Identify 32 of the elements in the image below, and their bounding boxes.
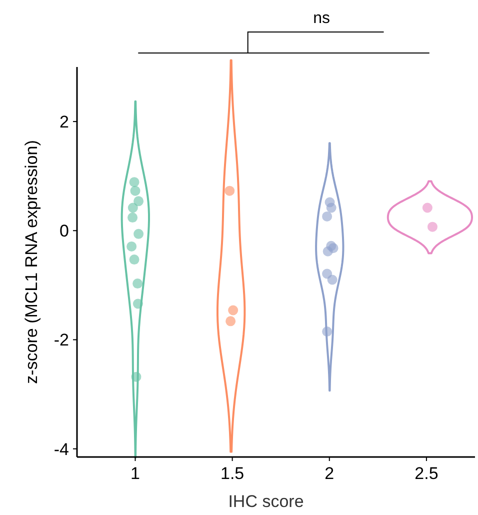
- y-axis-title: z-score (MCL1 RNA expression): [22, 140, 41, 384]
- point: [322, 326, 332, 337]
- point: [226, 316, 236, 326]
- point: [128, 202, 138, 213]
- point: [132, 298, 143, 309]
- point: [131, 372, 142, 382]
- point: [130, 186, 140, 196]
- point: [422, 202, 432, 213]
- point: [326, 202, 336, 213]
- x-tick-label: 2: [324, 464, 334, 483]
- point: [328, 243, 338, 254]
- y-tick-label: 0: [60, 222, 69, 241]
- point: [322, 211, 332, 222]
- point: [132, 278, 143, 289]
- point: [427, 222, 438, 232]
- point: [134, 228, 144, 239]
- point: [134, 196, 144, 206]
- point: [228, 305, 238, 316]
- y-tick-label: -4: [54, 440, 69, 459]
- point: [129, 177, 140, 188]
- point: [126, 241, 137, 252]
- point: [327, 274, 338, 285]
- x-tick-label: 1.5: [220, 464, 244, 483]
- y-tick-label: -2: [54, 330, 69, 350]
- x-tick-label: 1: [130, 464, 140, 483]
- text: ns: [313, 10, 330, 27]
- x-axis-title: IHC score: [228, 492, 304, 511]
- x-tick-label: 2.5: [414, 464, 438, 483]
- point: [128, 212, 138, 223]
- point: [129, 254, 140, 265]
- point: [224, 186, 235, 196]
- y-tick-label: 2: [60, 112, 69, 132]
